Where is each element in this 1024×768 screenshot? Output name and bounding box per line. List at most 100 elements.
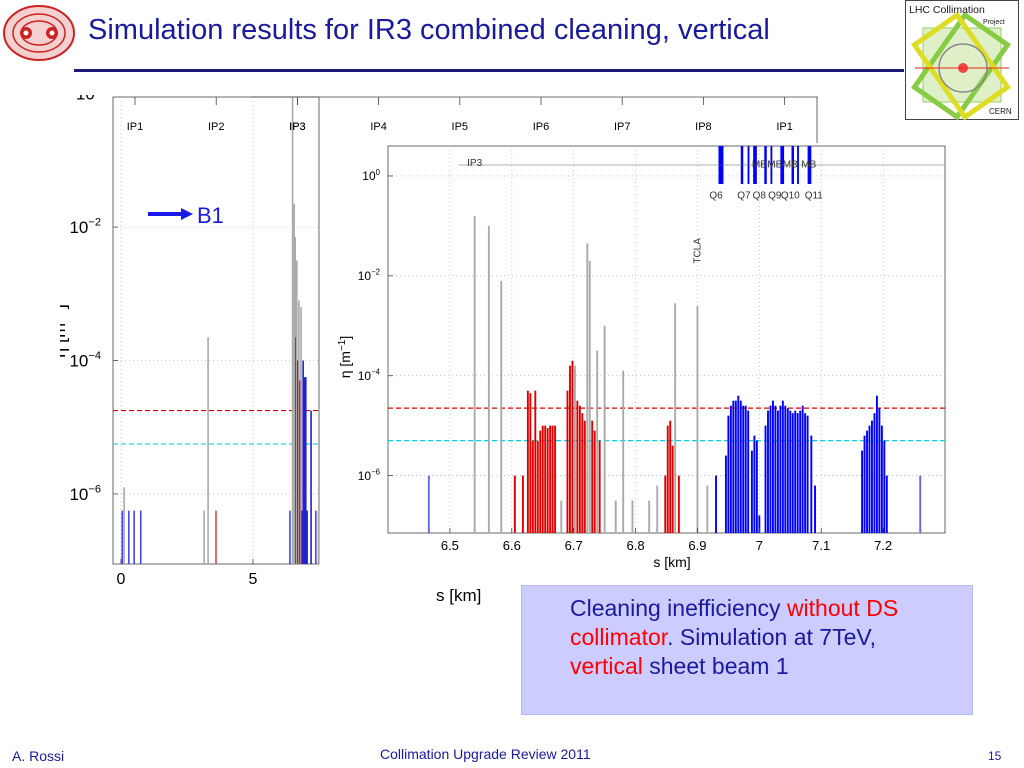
y-tick-label: 100 bbox=[76, 95, 101, 104]
x-axis-label-left: s [km] bbox=[436, 586, 482, 605]
loss-bar bbox=[551, 425, 554, 533]
loss-bar bbox=[546, 428, 549, 533]
loss-bar bbox=[784, 405, 787, 533]
info-box bbox=[521, 585, 973, 715]
loss-bar bbox=[674, 303, 677, 533]
y-tick-label: 10−6 bbox=[69, 483, 101, 504]
loss-bar bbox=[304, 377, 307, 564]
arrow-head-icon bbox=[181, 208, 193, 220]
title-underline bbox=[74, 69, 904, 72]
ip-label: IP1 bbox=[776, 121, 793, 133]
loss-bar bbox=[806, 415, 809, 533]
loss-bar bbox=[581, 413, 584, 533]
event-label: Collimation Upgrade Review 2011 bbox=[380, 746, 591, 762]
element-annotation: TCLA bbox=[693, 238, 704, 264]
loss-bar bbox=[715, 475, 717, 533]
slide-title: Simulation results for IR3 combined clea… bbox=[88, 14, 770, 46]
ip-label: IP5 bbox=[452, 121, 469, 133]
loss-bar bbox=[810, 435, 813, 533]
x-tick-label: 5 bbox=[249, 571, 258, 588]
ip-label: IP3 bbox=[289, 121, 306, 133]
loss-bar bbox=[614, 500, 617, 533]
loss-bar bbox=[300, 307, 302, 564]
ip-ruler: IP3 IP4 IP5 IP6 IP7 IP8 IP1 bbox=[250, 96, 818, 143]
ip-label: IP2 bbox=[208, 121, 225, 133]
x-axis-label: s [km] bbox=[653, 554, 690, 570]
loss-bar bbox=[863, 435, 866, 533]
y-tick-label: 10−6 bbox=[358, 467, 380, 482]
loss-bar bbox=[293, 203, 295, 564]
loss-bar bbox=[631, 500, 634, 533]
loss-bar bbox=[878, 408, 881, 533]
info-highlight: vertical bbox=[570, 653, 643, 679]
element-annotation: IP3 bbox=[467, 158, 482, 169]
loss-bar bbox=[591, 420, 594, 533]
info-highlight: DS collimator bbox=[570, 595, 899, 650]
lhc-collimation-logo: LHC Collimation Project CERN bbox=[905, 0, 1019, 121]
loss-bar bbox=[739, 400, 742, 533]
loss-bar bbox=[123, 487, 125, 564]
loss-bar bbox=[296, 260, 298, 564]
loss-bar bbox=[794, 410, 797, 533]
x-tick-label: 6.9 bbox=[688, 538, 706, 553]
loss-bar bbox=[500, 280, 503, 533]
x-tick-label: 6.7 bbox=[565, 538, 583, 553]
info-text-part: Cleaning inefficiency bbox=[570, 595, 787, 621]
loss-bar bbox=[139, 510, 142, 564]
loss-bar bbox=[310, 410, 312, 564]
ip-label: IP8 bbox=[695, 121, 712, 133]
loss-bar bbox=[593, 430, 596, 533]
loss-bar bbox=[747, 410, 750, 533]
loss-bar bbox=[534, 390, 537, 533]
x-tick-label: 0 bbox=[116, 571, 125, 588]
loss-bar bbox=[566, 390, 569, 533]
x-tick-label: 6.6 bbox=[503, 538, 521, 553]
loss-bar bbox=[871, 420, 873, 533]
info-text-part: . Simulation at 7TeV, bbox=[667, 624, 876, 650]
loss-bar bbox=[789, 410, 792, 533]
loss-bar bbox=[215, 510, 217, 564]
logo-cern: CERN bbox=[989, 107, 1012, 116]
loss-bar bbox=[560, 500, 563, 533]
loss-bar bbox=[302, 360, 304, 564]
loss-bar bbox=[583, 420, 586, 533]
loss-bar bbox=[521, 475, 524, 533]
info-text: Cleaning inefficiency without DS collima… bbox=[570, 594, 950, 681]
loss-bar bbox=[544, 425, 547, 533]
loss-bar bbox=[588, 260, 591, 533]
loss-bar bbox=[306, 510, 308, 564]
loss-bar bbox=[648, 500, 651, 533]
loss-bar bbox=[764, 425, 767, 533]
loss-bar bbox=[289, 510, 291, 564]
loss-bar bbox=[203, 510, 205, 564]
element-annotation: Q9 bbox=[768, 190, 782, 201]
element-annotation: MB bbox=[752, 159, 767, 170]
loss-bar bbox=[526, 390, 529, 533]
logo-title: LHC Collimation bbox=[909, 4, 985, 16]
loss-bar bbox=[786, 408, 789, 533]
loss-bar bbox=[586, 243, 589, 533]
loss-bar bbox=[744, 405, 747, 533]
loss-bar bbox=[531, 440, 534, 533]
loss-bar bbox=[677, 475, 680, 533]
loss-bar bbox=[541, 425, 544, 533]
y-axis-label: η [m−1] bbox=[60, 304, 69, 358]
x-tick-label: 7.2 bbox=[874, 538, 892, 553]
loss-bar bbox=[578, 405, 581, 533]
loss-bar bbox=[622, 370, 625, 533]
loss-bar bbox=[571, 360, 574, 533]
loss-bar bbox=[128, 510, 130, 564]
element-annotation: Q6 bbox=[709, 190, 723, 201]
y-tick-label: 10−4 bbox=[358, 368, 381, 383]
element-annotation: Q11 bbox=[805, 190, 824, 201]
loss-bar bbox=[801, 405, 804, 533]
y-tick-label: 100 bbox=[362, 168, 380, 183]
element-annotation: Q7 bbox=[737, 190, 751, 201]
loss-bar bbox=[885, 475, 888, 533]
ip-label: IP1 bbox=[127, 121, 144, 133]
page-number: 15 bbox=[988, 749, 1002, 763]
loss-bar bbox=[742, 405, 745, 533]
loss-bar bbox=[919, 475, 922, 533]
loss-bar bbox=[771, 400, 774, 533]
